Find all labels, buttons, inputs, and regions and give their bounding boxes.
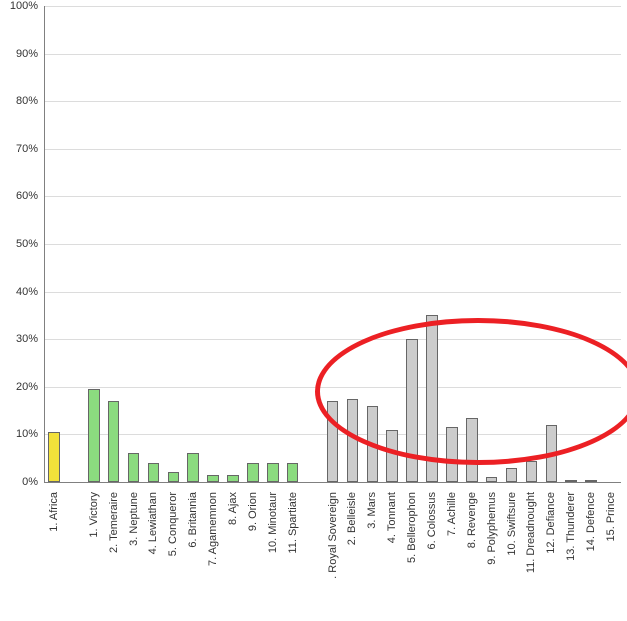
- x-tick-label: 6. Colossus: [426, 488, 438, 549]
- x-tick-label: 1. Victory: [88, 488, 100, 538]
- bar: [148, 463, 160, 482]
- bar: [108, 401, 120, 482]
- bar: [187, 453, 199, 482]
- x-tick-label: 8. Ajax: [227, 488, 239, 525]
- gridline: [44, 292, 621, 293]
- x-tick-label: 9. Polyphemus: [486, 488, 498, 565]
- bar: [48, 432, 60, 482]
- y-tick-label: 30%: [16, 333, 44, 345]
- gridline: [44, 54, 621, 55]
- bar: [546, 425, 558, 482]
- bar: [386, 430, 398, 482]
- x-tick-label: . Royal Sovereign: [327, 488, 339, 579]
- x-tick-label: 5. Conqueror: [167, 488, 179, 556]
- x-tick-label: 3. Neptune: [128, 488, 140, 546]
- bar-chart: 0% 10% 20% 30% 40% 50% 60% 70% 80% 90% 100% 1. Afri…: [0, 0, 627, 621]
- bar: [168, 472, 180, 482]
- x-tick-label: 6. Britannia: [187, 488, 199, 548]
- gridline: [44, 387, 621, 388]
- x-tick-label: 2. Temeraire: [108, 488, 120, 553]
- plot-area: 0%10%20%30%40%50%60%70%80%90%100%1. Afri…: [44, 6, 621, 482]
- x-tick-label: 7. Agamemnon: [207, 488, 219, 566]
- y-tick-label: 20%: [16, 381, 44, 393]
- gridline: [44, 6, 621, 7]
- x-tick-label: 10. Swiftsure: [506, 488, 518, 556]
- y-tick-label: 80%: [16, 95, 44, 107]
- gridline: [44, 244, 621, 245]
- x-tick-label: 14. Defence: [585, 488, 597, 551]
- x-tick-label: 1. Africa: [48, 488, 60, 532]
- x-tick-label: 11. Dreadnought: [525, 488, 537, 573]
- gridline: [44, 482, 621, 483]
- x-tick-label: 9. Orion: [247, 488, 259, 531]
- x-tick-label: 8. Revenge: [466, 488, 478, 548]
- bar: [526, 461, 538, 482]
- bar: [88, 389, 100, 482]
- gridline: [44, 101, 621, 102]
- y-tick-label: 40%: [16, 286, 44, 298]
- gridline: [44, 196, 621, 197]
- y-tick-label: 60%: [16, 190, 44, 202]
- bar: [247, 463, 259, 482]
- y-tick-label: 50%: [16, 238, 44, 250]
- y-tick-label: 70%: [16, 143, 44, 155]
- x-tick-label: 2. Belleisle: [346, 488, 358, 545]
- y-tick-label: 0%: [22, 476, 44, 488]
- x-tick-label: 5. Bellerophon: [406, 488, 418, 563]
- bar: [426, 315, 438, 482]
- bar: [227, 475, 239, 482]
- x-tick-label: 11. Spartiate: [287, 488, 299, 554]
- gridline: [44, 149, 621, 150]
- bar: [207, 475, 219, 482]
- bar: [446, 427, 458, 482]
- bar: [585, 480, 597, 482]
- y-axis-line: [44, 6, 45, 482]
- y-tick-label: 10%: [16, 428, 44, 440]
- bar: [486, 477, 498, 482]
- bar: [367, 406, 379, 482]
- bar: [128, 453, 140, 482]
- bar: [327, 401, 339, 482]
- bar: [267, 463, 279, 482]
- bar: [287, 463, 299, 482]
- bar: [466, 418, 478, 482]
- bar: [506, 468, 518, 482]
- x-tick-label: 4. Tonnant: [386, 488, 398, 543]
- y-tick-label: 90%: [16, 48, 44, 60]
- x-tick-label: 3. Mars: [366, 488, 378, 529]
- bar: [565, 480, 577, 482]
- x-tick-label: 13. Thunderer: [565, 488, 577, 561]
- x-tick-label: 12. Defiance: [545, 488, 557, 554]
- bar: [406, 339, 418, 482]
- gridline: [44, 339, 621, 340]
- bar: [347, 399, 359, 482]
- x-tick-label: 10. Minotaur: [267, 488, 279, 553]
- x-tick-label: 7. Achille: [446, 488, 458, 536]
- y-tick-label: 100%: [10, 0, 44, 12]
- x-tick-label: 15. Prince: [605, 488, 617, 542]
- x-tick-label: 4. Lewiathan: [147, 488, 159, 554]
